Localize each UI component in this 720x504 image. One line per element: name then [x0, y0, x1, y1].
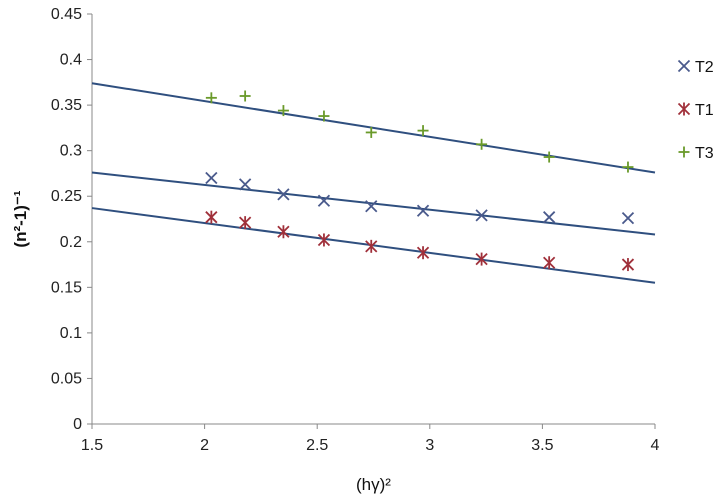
legend-marker-t3: [678, 146, 690, 158]
axes: 0 0.05 0.1 0.15 0.2 0.25 0.3 0.35 0.4 0.45 1.5 2 2.5…: [51, 6, 660, 454]
data-point-t2: [238, 178, 252, 191]
x-tick-label: 4: [651, 437, 660, 454]
data-point-t3: [543, 151, 555, 163]
data-point-t1: [416, 246, 430, 260]
y-axis-title: (n²-1)⁻¹: [11, 190, 30, 247]
data-point-t3: [622, 161, 634, 173]
x-tick-label: 3: [425, 437, 434, 454]
legend-label-t2: T2: [695, 59, 714, 76]
x-tick-label: 2.5: [306, 437, 328, 454]
data-point-t2: [205, 171, 218, 185]
data-point-t1: [475, 252, 488, 266]
x-tick-label: 3.5: [531, 437, 553, 454]
data-point-t1: [205, 210, 218, 224]
data-point-t1: [317, 233, 331, 247]
data-point-t1: [277, 225, 290, 239]
data-point-t1: [621, 258, 635, 272]
data-point-t3: [205, 92, 217, 104]
data-point-t3: [365, 126, 377, 138]
data-point-t3: [318, 110, 330, 122]
y-tick-label: 0.25: [51, 188, 82, 205]
x-axis-title: (hγ)²: [356, 475, 391, 494]
y-tick-label: 0.15: [51, 279, 82, 296]
data-point-t3: [476, 138, 488, 150]
x-tick-label: 1.5: [81, 437, 103, 454]
data-point-t2: [543, 211, 556, 224]
data-points: [205, 90, 635, 272]
legend-label-t3: T3: [695, 145, 714, 162]
legend-marker-t2: [677, 59, 691, 73]
data-point-t2: [475, 209, 488, 222]
data-point-t2: [277, 188, 290, 201]
y-tick-label: 0: [73, 416, 82, 433]
legend-label-t1: T1: [695, 102, 714, 119]
y-tick-label: 0.35: [51, 97, 82, 114]
y-tick-label: 0.4: [60, 52, 82, 69]
data-point-t2: [416, 204, 430, 217]
data-point-t2: [365, 200, 378, 213]
y-tick-label: 0.3: [60, 143, 82, 160]
y-tick-label: 0.2: [60, 234, 82, 251]
data-point-t3: [417, 125, 429, 137]
legend-marker-t1: [677, 102, 691, 116]
data-point-t1: [365, 239, 378, 253]
trendline-t1: [91, 207, 656, 284]
y-tick-label: 0.1: [60, 325, 82, 342]
data-point-t3: [239, 90, 251, 102]
trendlines: [91, 82, 656, 284]
y-tick-label: 0.45: [51, 6, 82, 23]
legend: T2 T1 T3: [677, 59, 714, 162]
x-tick-label: 2: [200, 437, 209, 454]
trendline-t3: [91, 82, 656, 174]
data-point-t3: [277, 105, 289, 117]
data-point-t1: [543, 256, 556, 270]
data-point-t1: [238, 216, 252, 230]
data-point-t2: [621, 211, 635, 225]
data-point-t2: [317, 194, 331, 207]
y-tick-label: 0.05: [51, 370, 82, 387]
